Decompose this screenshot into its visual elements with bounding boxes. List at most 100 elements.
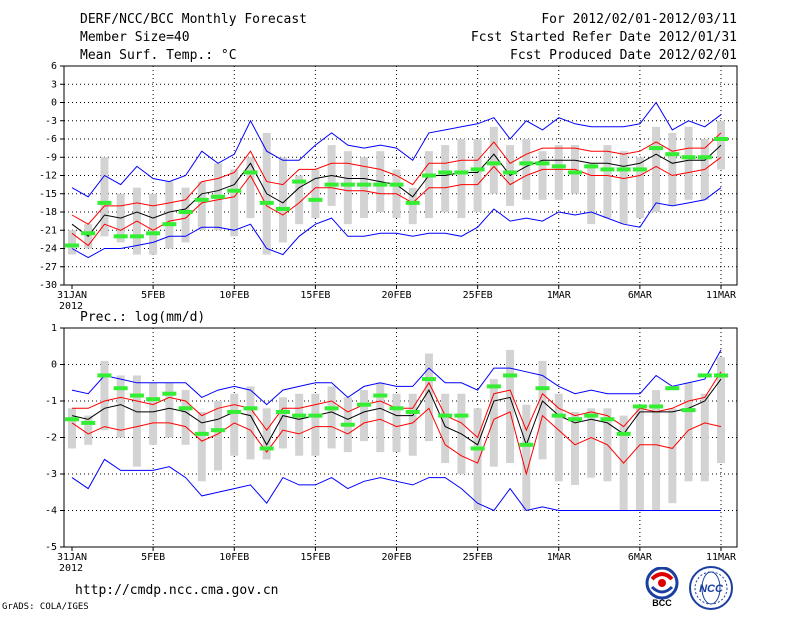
ensemble-range-box — [424, 151, 433, 219]
y-tick-label: -21 — [39, 225, 57, 236]
ncc-logo: NCC — [689, 566, 733, 610]
observation-marker — [324, 406, 339, 411]
observation-marker — [357, 402, 372, 407]
series-line-outer — [71, 101, 722, 198]
observation-marker — [113, 234, 128, 239]
ensemble-range-box — [132, 375, 141, 467]
ensemble-range-box — [522, 404, 531, 511]
ensemble-range-box — [181, 390, 190, 445]
y-tick-label: -30 — [39, 280, 57, 291]
ensemble-range-box — [424, 353, 433, 442]
observation-marker — [275, 409, 290, 414]
y-tick-label: -6 — [45, 134, 57, 145]
observation-marker — [81, 231, 96, 236]
ensemble-range-box — [116, 375, 125, 438]
ensemble-range-box — [408, 393, 417, 456]
variable-label: Mean Surf. Temp.: °C — [80, 48, 237, 63]
observation-marker — [714, 137, 728, 141]
observation-marker — [421, 377, 436, 382]
observation-marker — [373, 393, 388, 398]
x-tick-year-label: 2012 — [59, 301, 83, 312]
forecast-produced-date: Fcst Produced Date 2012/02/01 — [510, 48, 737, 63]
observation-marker — [470, 446, 485, 451]
source-url[interactable]: http://cmdp.ncc.cma.gov.cn — [75, 583, 279, 598]
observation-marker — [649, 404, 664, 409]
series-line-mean — [71, 378, 722, 447]
observation-marker — [146, 231, 161, 236]
ensemble-range-box — [311, 169, 320, 219]
ensemble-range-box — [538, 360, 547, 460]
y-tick-label: -1 — [45, 396, 57, 407]
ensemble-range-box — [652, 126, 661, 212]
observation-marker — [275, 206, 290, 211]
series-line-inner — [71, 407, 722, 476]
series-line-outer — [71, 349, 722, 406]
ensemble-range-box — [84, 415, 93, 445]
y-tick-label: -27 — [39, 262, 57, 273]
y-tick-label: -4 — [45, 506, 57, 517]
observation-marker — [227, 188, 242, 193]
forecast-start-date: Fcst Started Refer Date 2012/01/31 — [470, 30, 737, 45]
observation-marker — [340, 182, 355, 187]
ensemble-range-box — [230, 169, 239, 237]
x-tick-label: 11MAR — [706, 290, 737, 301]
ensemble-range-box — [181, 187, 190, 243]
x-tick-label: 15FEB — [300, 552, 330, 563]
x-tick-label: 25FEB — [463, 552, 493, 563]
ensemble-range-box — [587, 408, 596, 478]
ensemble-range-box — [408, 187, 417, 225]
ensemble-range-box — [717, 120, 725, 170]
y-tick-label: 1 — [51, 323, 57, 334]
ensemble-range-box — [100, 360, 109, 431]
ensemble-range-box — [295, 393, 304, 456]
ensemble-range-box — [376, 382, 385, 453]
x-tick-label: 10FEB — [219, 552, 249, 563]
y-tick-label: -3 — [45, 469, 57, 480]
x-tick-label: 5FEB — [141, 552, 165, 563]
observation-marker — [243, 406, 258, 411]
observation-marker — [454, 413, 469, 418]
x-tick-label: 6MAR — [628, 290, 653, 301]
ensemble-range-box — [197, 181, 206, 231]
ensemble-range-box — [230, 393, 239, 456]
observation-marker — [65, 417, 79, 422]
observation-marker — [389, 406, 404, 411]
ensemble-range-box — [668, 408, 677, 504]
ensemble-range-box — [506, 349, 515, 464]
ensemble-range-box — [360, 157, 369, 219]
observation-marker — [486, 161, 501, 166]
y-tick-label: 3 — [51, 79, 57, 90]
observation-marker — [632, 404, 647, 409]
observation-marker — [503, 170, 518, 175]
observation-marker — [697, 373, 712, 378]
observation-marker — [454, 170, 469, 175]
member-size: Member Size=40 — [80, 30, 190, 45]
observation-marker — [211, 428, 226, 433]
y-tick-label: -18 — [39, 207, 57, 218]
observation-marker — [567, 417, 582, 422]
observation-marker — [632, 167, 647, 172]
ensemble-range-box — [327, 386, 336, 449]
y-tick-label: 6 — [51, 61, 57, 72]
series-line-inner — [71, 132, 722, 225]
observation-marker — [714, 373, 728, 378]
observation-marker — [243, 170, 258, 175]
ensemble-range-box — [684, 382, 693, 482]
ensemble-range-box — [635, 404, 644, 511]
ensemble-range-box — [684, 126, 693, 200]
ensemble-range-box — [441, 393, 450, 464]
observation-marker — [97, 200, 112, 205]
observation-marker — [600, 417, 615, 422]
observation-marker — [308, 197, 323, 202]
observation-marker — [405, 409, 420, 414]
ensemble-range-box — [295, 175, 304, 225]
ensemble-range-box — [700, 393, 709, 482]
ensemble-range-box — [587, 163, 596, 225]
observation-marker — [438, 170, 453, 175]
x-tick-label: 5FEB — [141, 290, 165, 301]
observation-marker — [162, 391, 177, 396]
observation-marker — [113, 386, 128, 391]
y-tick-label: -5 — [45, 542, 57, 553]
ensemble-range-box — [360, 390, 369, 442]
observation-marker — [519, 442, 534, 447]
